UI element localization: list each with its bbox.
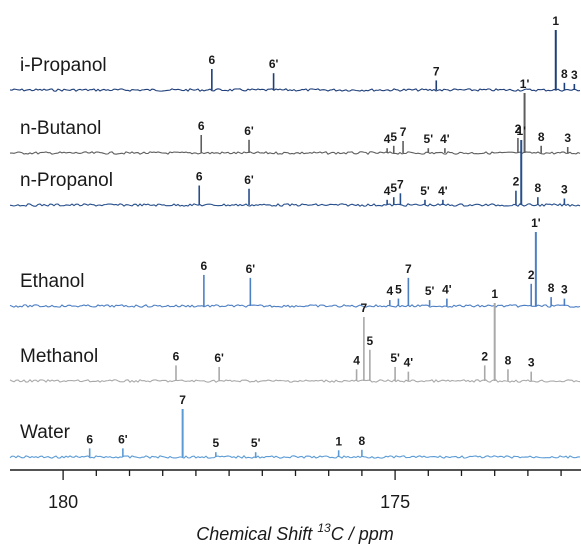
peak-label-methanol-6: 6 bbox=[173, 349, 180, 363]
peak-label-ethanol-5: 5 bbox=[395, 283, 402, 297]
peak-label-n-propanol-5: 5 bbox=[390, 181, 397, 195]
peak-label-n-propanol-4-prime: 4' bbox=[438, 184, 448, 198]
peak-label-methanol-2: 2 bbox=[481, 349, 488, 363]
peak-label-water-6: 6 bbox=[86, 432, 93, 446]
peak-label-n-butanol-8: 8 bbox=[538, 130, 545, 144]
peak-label-ethanol-2: 2 bbox=[528, 268, 535, 282]
peak-label-i-propanol-1: 1 bbox=[552, 14, 559, 28]
peak-label-n-propanol-2: 2 bbox=[513, 175, 520, 189]
peak-label-methanol-4-prime: 4' bbox=[404, 356, 414, 370]
peak-label-water-5-prime: 5' bbox=[251, 436, 261, 450]
peak-label-i-propanol-6: 6 bbox=[208, 53, 215, 67]
x-axis-title: Chemical Shift 13C / ppm bbox=[196, 521, 393, 544]
peak-label-ethanol-1-prime: 1' bbox=[531, 216, 541, 230]
peak-label-n-butanol-6: 6 bbox=[198, 119, 205, 133]
peak-label-ethanol-4-prime: 4' bbox=[442, 283, 452, 297]
peak-label-n-butanol-6-prime: 6' bbox=[244, 124, 254, 138]
series-methanol: Methanol 6 6' 4 7 5 5' 4' 2 1 8 3 bbox=[9, 287, 581, 384]
peak-label-methanol-7: 7 bbox=[361, 301, 368, 315]
series-label-n-butanol: n-Butanol bbox=[20, 118, 101, 139]
peak-label-methanol-5: 5 bbox=[367, 334, 374, 348]
series-water: Water 6 6' 7 5 5' 1 8 bbox=[9, 393, 581, 459]
x-axis-title-sup: 13 bbox=[317, 521, 331, 535]
peak-label-water-7: 7 bbox=[179, 393, 186, 407]
spectra-layer: i-Propanol 6 6'718 3n-Butanol 6 6'4 5 75' 4'21'8… bbox=[9, 14, 581, 459]
peak-label-methanol-4: 4 bbox=[353, 353, 360, 367]
series-baseline-n-propanol bbox=[9, 203, 581, 207]
peak-label-n-propanol-6: 6 bbox=[196, 170, 203, 184]
peak-label-n-propanol-8: 8 bbox=[534, 181, 541, 195]
peak-label-water-5: 5 bbox=[212, 436, 219, 450]
series-ethanol: Ethanol 6 6' 4 57 5' 4' 2 1' 8 3 bbox=[9, 216, 581, 308]
peak-label-i-propanol-3: 3 bbox=[571, 68, 578, 82]
peak-label-water-8: 8 bbox=[359, 434, 366, 448]
series-n-propanol: n-Propanol 6 6'4 5 7 5' 4'21'8 3 bbox=[9, 124, 581, 207]
peak-label-n-butanol-4: 4 bbox=[384, 132, 391, 146]
series-baseline-water bbox=[9, 454, 581, 459]
peak-label-i-propanol-8: 8 bbox=[561, 67, 568, 81]
x-axis: 180 175 Chemical Shift 13C / ppm bbox=[10, 469, 581, 544]
peak-label-n-propanol-4: 4 bbox=[384, 184, 391, 198]
series-baseline-n-butanol bbox=[10, 151, 581, 155]
peak-label-methanol-5-prime: 5' bbox=[390, 351, 400, 365]
peak-label-ethanol-4: 4 bbox=[386, 284, 393, 298]
peak-label-i-propanol-7: 7 bbox=[433, 64, 440, 78]
peak-label-n-propanol-5-prime: 5' bbox=[420, 184, 430, 198]
peak-label-ethanol-6: 6 bbox=[201, 259, 208, 273]
peak-label-ethanol-8: 8 bbox=[548, 281, 555, 295]
peak-label-ethanol-7: 7 bbox=[405, 262, 412, 276]
peak-label-methanol-1: 1 bbox=[491, 287, 498, 301]
peak-label-methanol-3: 3 bbox=[528, 356, 535, 370]
peak-label-water-1: 1 bbox=[335, 434, 342, 448]
peak-label-n-propanol-3: 3 bbox=[561, 183, 568, 197]
peak-label-n-butanol-7: 7 bbox=[400, 125, 407, 139]
x-tick-label-180: 180 bbox=[48, 492, 78, 512]
series-label-water: Water bbox=[20, 422, 71, 443]
peak-label-n-butanol-2: 2 bbox=[515, 122, 522, 136]
series-label-methanol: Methanol bbox=[20, 346, 98, 367]
x-axis-title-unit: C / ppm bbox=[331, 524, 394, 544]
peak-label-n-butanol-5-prime: 5' bbox=[424, 132, 434, 146]
x-tick-label-175: 175 bbox=[380, 492, 410, 512]
peak-label-ethanol-6-prime: 6' bbox=[246, 262, 256, 276]
peak-label-water-6-prime: 6' bbox=[118, 432, 128, 446]
peak-label-n-propanol-7: 7 bbox=[397, 177, 404, 191]
x-axis-title-main: Chemical Shift bbox=[196, 524, 313, 544]
series-label-ethanol: Ethanol bbox=[20, 271, 84, 292]
peak-label-n-propanol-1-prime: 1' bbox=[516, 124, 526, 138]
peak-label-methanol-6-prime: 6' bbox=[214, 351, 224, 365]
peak-label-n-butanol-3: 3 bbox=[564, 131, 571, 145]
peak-label-i-propanol-6-prime: 6' bbox=[269, 57, 279, 71]
series-n-butanol: n-Butanol 6 6'4 5 75' 4'21'8 3 bbox=[10, 77, 581, 155]
peak-label-n-propanol-6-prime: 6' bbox=[244, 173, 254, 187]
peak-label-n-butanol-1-prime: 1' bbox=[520, 77, 530, 91]
series-i-propanol: i-Propanol 6 6' 7 1 8 3 bbox=[9, 14, 581, 92]
peak-label-methanol-8: 8 bbox=[505, 353, 512, 367]
peak-label-ethanol-5-prime: 5' bbox=[425, 284, 435, 298]
peak-label-n-butanol-4-prime: 4' bbox=[440, 132, 450, 146]
series-label-n-propanol: n-Propanol bbox=[20, 170, 113, 191]
peak-label-n-butanol-5: 5 bbox=[390, 130, 397, 144]
series-baseline-i-propanol bbox=[9, 88, 581, 92]
x-axis-ticks: 180 175 bbox=[48, 470, 562, 512]
series-label-i-propanol: i-Propanol bbox=[20, 55, 107, 76]
series-baseline-ethanol bbox=[9, 304, 581, 308]
peak-label-ethanol-3: 3 bbox=[561, 283, 568, 297]
